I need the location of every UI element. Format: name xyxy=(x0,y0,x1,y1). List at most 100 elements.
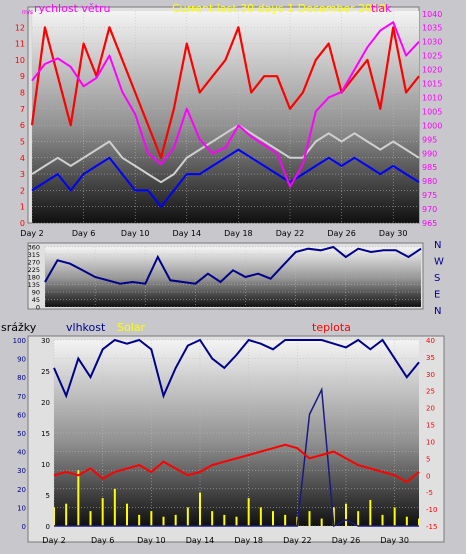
temperature-tick: 25 xyxy=(426,388,435,396)
pressure-tick: 970 xyxy=(422,205,437,214)
compass-label: N xyxy=(434,240,441,251)
pressure-tick: 965 xyxy=(422,219,437,228)
direction-tick: 135 xyxy=(28,281,40,289)
humidity-tick: 60 xyxy=(17,411,26,419)
compass-label: S xyxy=(434,273,440,284)
chart-title: Current last 30 days 1 December 2020 xyxy=(172,2,386,15)
solar-axis-label: Solar xyxy=(117,321,146,334)
temperature-day-tick: Day 2 xyxy=(42,536,65,545)
pressure-axis-label: tlak xyxy=(371,2,392,15)
temperature-tick: 30 xyxy=(426,371,435,379)
precipitation-tick: 25 xyxy=(41,368,50,376)
pressure-tick: 1010 xyxy=(422,93,442,102)
direction-tick: 0 xyxy=(36,304,40,312)
day-tick: Day 14 xyxy=(173,229,202,238)
humidity-axis-label: vlhkost xyxy=(66,321,106,334)
temperature-tick: 0 xyxy=(426,472,430,480)
temperature-tick: 15 xyxy=(426,422,435,430)
temperature-tick: 35 xyxy=(426,354,435,362)
wind-speed-tick: 3 xyxy=(20,170,25,179)
day-tick: Day 2 xyxy=(20,229,43,238)
series-wind-direction xyxy=(44,245,422,285)
pressure-tick: 1035 xyxy=(422,24,442,33)
wind-speed-unit: m/s xyxy=(22,9,33,16)
pressure-tick: 1005 xyxy=(422,107,442,116)
pressure-tick: 985 xyxy=(422,163,437,172)
humidity-tick: 50 xyxy=(17,430,26,438)
direction-tick: 180 xyxy=(28,274,40,282)
pressure-tick: 995 xyxy=(422,135,437,144)
pressure-tick: 1030 xyxy=(422,38,442,47)
pressure-tick: 1015 xyxy=(422,80,442,89)
humidity-tick: 90 xyxy=(17,356,26,364)
wind-speed-tick: 4 xyxy=(20,154,25,163)
temperature-tick: 10 xyxy=(426,438,435,446)
precipitation-tick: 20 xyxy=(41,399,50,407)
direction-tick: 45 xyxy=(32,296,40,304)
wind-speed-tick: 6 xyxy=(20,121,25,130)
temperature-tick: 20 xyxy=(426,405,435,413)
wind-speed-tick: 12 xyxy=(15,23,25,32)
direction-tick: 360 xyxy=(28,244,40,252)
precipitation-tick: 30 xyxy=(41,337,50,345)
temperature-day-tick: Day 18 xyxy=(234,536,263,545)
direction-tick: 315 xyxy=(28,251,40,259)
temperature-tick: 5 xyxy=(426,455,430,463)
day-tick: Day 10 xyxy=(121,229,150,238)
humidity-tick: 100 xyxy=(13,337,26,345)
series-humidity xyxy=(53,338,420,399)
pressure-tick: 975 xyxy=(422,191,437,200)
precipitation-tick: 15 xyxy=(41,430,50,438)
compass-label: W xyxy=(434,257,444,268)
wind-speed-tick: 1 xyxy=(20,203,25,212)
wind-speed-tick: 5 xyxy=(20,137,25,146)
series-average xyxy=(31,124,420,184)
series-minimum xyxy=(31,148,420,208)
direction-tick: 225 xyxy=(28,266,40,274)
day-tick: Day 26 xyxy=(327,229,356,238)
pressure-tick: 1020 xyxy=(422,66,442,75)
direction-tick: 90 xyxy=(32,289,40,297)
wind-speed-tick: 9 xyxy=(20,72,25,81)
day-tick: Day 6 xyxy=(72,229,95,238)
day-tick: Day 30 xyxy=(379,229,408,238)
temperature-day-tick: Day 22 xyxy=(283,536,312,545)
humidity-tick: 70 xyxy=(17,393,26,401)
precipitation-tick: 10 xyxy=(41,461,50,469)
precipitation-tick: 0 xyxy=(46,523,50,531)
compass-label: N xyxy=(434,306,441,317)
humidity-tick: 10 xyxy=(17,504,26,512)
temperature-tick: -15 xyxy=(426,523,437,531)
wind-speed-tick: 10 xyxy=(15,56,25,65)
temperature-tick: -10 xyxy=(426,506,437,514)
temperature-axis-label: teplota xyxy=(312,321,351,334)
humidity-tick: 80 xyxy=(17,374,26,382)
temperature-day-tick: Day 6 xyxy=(91,536,114,545)
temperature-day-tick: Day 30 xyxy=(380,536,409,545)
pressure-tick: 1000 xyxy=(422,121,442,130)
direction-tick: 270 xyxy=(28,259,40,267)
pressure-tick: 1025 xyxy=(422,52,442,61)
day-tick: Day 22 xyxy=(276,229,305,238)
compass-label: E xyxy=(434,290,440,301)
wind-speed-axis-label: rychlost větru xyxy=(34,2,110,15)
humidity-tick: 30 xyxy=(17,467,26,475)
pressure-tick: 990 xyxy=(422,149,437,158)
series-tlak xyxy=(31,21,420,188)
precipitation-tick: 5 xyxy=(46,492,50,500)
precipitation-axis-label: srážky xyxy=(1,321,37,334)
wind-speed-tick: 0 xyxy=(20,219,25,228)
temperature-day-tick: Day 14 xyxy=(186,536,215,545)
wind-chart-plot xyxy=(32,11,419,223)
pressure-tick: 1040 xyxy=(422,10,442,19)
day-tick: Day 18 xyxy=(224,229,253,238)
temperature-tick: 40 xyxy=(426,337,435,345)
temperature-day-tick: Day 26 xyxy=(332,536,361,545)
wind-speed-tick: 8 xyxy=(20,89,25,98)
series-temperature xyxy=(53,443,420,484)
series-precipitation xyxy=(54,386,419,528)
humidity-tick: 40 xyxy=(17,449,26,457)
temperature-tick: -5 xyxy=(426,489,433,497)
wind-speed-tick: 2 xyxy=(20,186,25,195)
